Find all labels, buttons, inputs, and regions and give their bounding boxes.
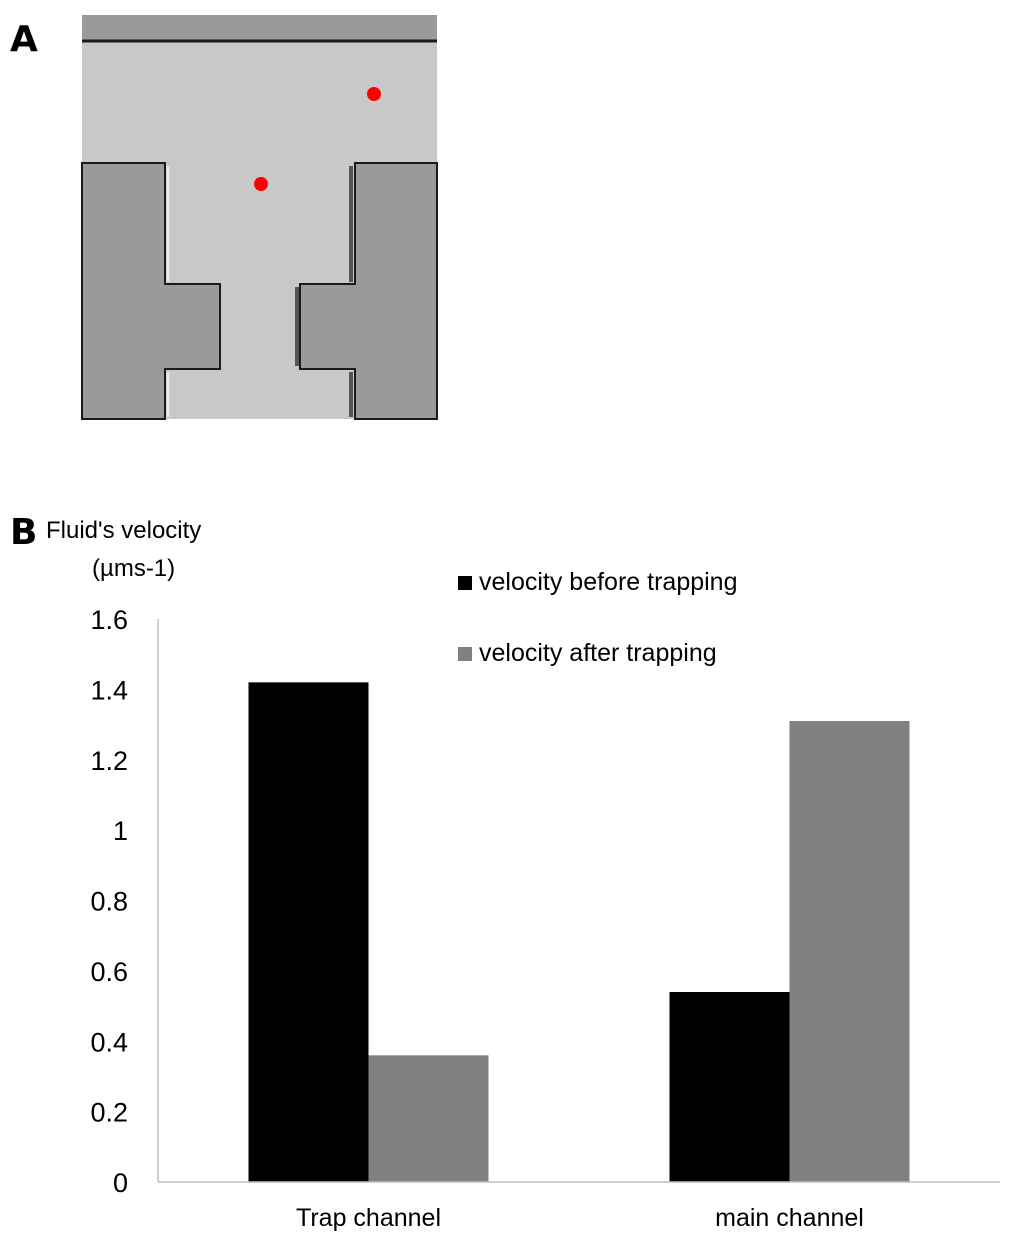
legend-item-after: velocity after trapping	[458, 641, 717, 666]
bar-after-0	[368, 1055, 489, 1182]
y-axis-unit-label: (µms-1)	[92, 555, 176, 582]
panel-label-a: A	[10, 19, 38, 60]
right-wall	[299, 162, 438, 420]
y-tick-label: 0.4	[90, 1027, 128, 1057]
bar-before-0	[248, 682, 369, 1182]
y-axis-label: Fluid's velocity	[46, 517, 202, 544]
legend-label-before: velocity before trapping	[479, 568, 738, 596]
bar-after-1	[789, 721, 910, 1182]
x-category-labels: Trap channel main channel	[296, 1204, 864, 1232]
legend-label-after: velocity after trapping	[479, 639, 717, 667]
y-tick-label: 1.2	[90, 746, 128, 776]
left-wall	[81, 162, 221, 420]
y-tick-label: 0.6	[90, 957, 128, 987]
y-tick-label: 1	[113, 816, 128, 846]
particle-in-main-channel	[367, 87, 381, 101]
legend-swatch-after	[458, 646, 472, 661]
particle-in-trap-channel	[254, 177, 268, 191]
legend-swatch-before	[458, 575, 472, 590]
y-tick-label: 1.4	[90, 675, 128, 705]
trap-schematic	[81, 15, 438, 420]
bars-group	[248, 682, 910, 1182]
x-category-label: Trap channel	[296, 1204, 441, 1232]
y-tick-label: 1.6	[90, 605, 128, 635]
legend-item-before: velocity before trapping	[458, 570, 737, 595]
y-tick-label: 0.2	[90, 1098, 128, 1128]
top-wall	[82, 15, 437, 41]
y-tick-label: 0.8	[90, 887, 128, 917]
y-tick-label: 0	[113, 1168, 128, 1198]
y-tick-labels: 0 0.2 0.4 0.6 0.8 1 1.2 1.4 1.6	[90, 605, 128, 1198]
panel-label-b: B	[10, 512, 38, 553]
x-category-label: main channel	[715, 1204, 864, 1232]
bar-before-1	[669, 991, 790, 1182]
